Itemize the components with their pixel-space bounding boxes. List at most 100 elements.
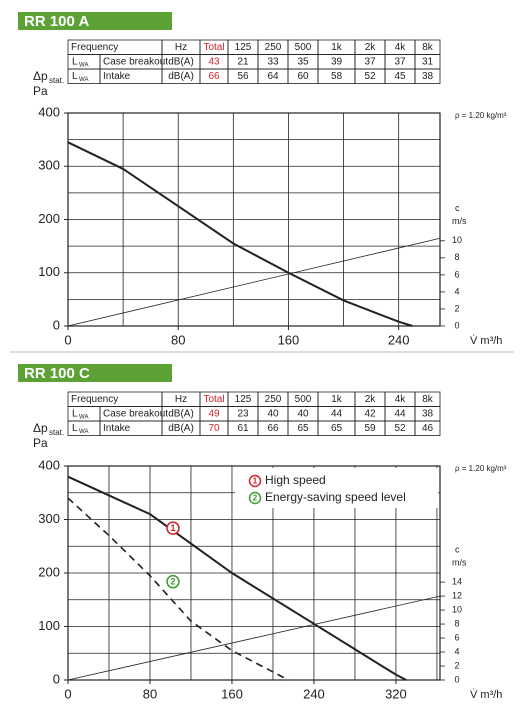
x-label: V̇ m³/h (470, 334, 502, 347)
y-unit: Pa (33, 84, 48, 98)
table-text: Total (203, 42, 224, 53)
table-text: 21 (237, 56, 249, 67)
y2-tick-label: 0 (454, 674, 459, 684)
table-text: 66 (208, 71, 220, 82)
y2-label: c (455, 544, 460, 554)
table-text: Frequency (71, 42, 118, 53)
table-text: 2k (365, 42, 377, 53)
x-tick-label: 240 (303, 686, 325, 701)
table-cell (414, 68, 441, 84)
x-tick-label: 0 (64, 686, 71, 701)
table-text: 61 (237, 423, 249, 434)
series-line (67, 595, 441, 681)
y-tick-label: 200 (38, 564, 60, 579)
y2-tick-label: 2 (454, 660, 459, 670)
x-tick-label: 80 (143, 686, 157, 701)
y2-unit: m/s (452, 557, 467, 567)
table-text: 2k (365, 394, 377, 405)
y-unit: Pa (33, 436, 48, 450)
y2-tick-label: 4 (454, 646, 459, 656)
table-text: L (72, 408, 78, 419)
table-text: 64 (267, 71, 279, 82)
x-tick-label: 0 (64, 332, 71, 347)
table-text: Frequency (71, 394, 118, 405)
table-text: 40 (267, 408, 279, 419)
legend-badge (248, 474, 262, 488)
table-subscript: WA (79, 414, 88, 420)
y-tick-label: 0 (53, 671, 60, 686)
y2-tick-label: 6 (454, 632, 459, 642)
table-text: 56 (237, 71, 249, 82)
table-subscript: WA (79, 429, 88, 435)
table-text: 4k (395, 394, 407, 405)
y2-tick-label: 10 (452, 235, 462, 245)
y2-tick-label: 8 (454, 618, 459, 628)
legend-badge-text: 2 (253, 494, 258, 503)
table-text: Intake (103, 423, 131, 434)
table-text: 38 (422, 408, 434, 419)
y-label-sub: stat. (49, 428, 64, 437)
table-text: Hz (175, 42, 187, 53)
legend-label: High speed (265, 473, 326, 487)
table-text: 35 (297, 56, 309, 67)
table-text: 125 (235, 394, 252, 405)
table-text: 65 (331, 423, 343, 434)
density-note: ρ = 1.20 kg/m³ (455, 464, 507, 473)
table-text: 37 (394, 56, 406, 67)
y2-tick-label: 12 (452, 590, 462, 600)
table-text: 39 (331, 56, 343, 67)
header-bar (18, 364, 172, 382)
table-text: dB(A) (168, 408, 194, 419)
table-text: 42 (364, 408, 376, 419)
header-title: RR 100 C (24, 365, 90, 382)
x-tick-label: 240 (388, 332, 410, 347)
y2-tick-label: 4 (454, 286, 459, 296)
series-line (67, 475, 407, 681)
y2-tick-label: 0 (454, 320, 459, 330)
y2-tick-label: 2 (454, 303, 459, 313)
table-text: 8k (422, 42, 434, 53)
table-text: 31 (422, 56, 434, 67)
table-text: 66 (267, 423, 279, 434)
legend-label: Energy-saving speed level (265, 490, 406, 504)
table-text: 23 (237, 408, 249, 419)
x-tick-label: 160 (278, 332, 300, 347)
table-text: 52 (364, 71, 376, 82)
table-text: dB(A) (168, 423, 194, 434)
table-text: 49 (208, 408, 220, 419)
legend-badge (248, 491, 262, 505)
y2-tick-label: 6 (454, 269, 459, 279)
x-tick-label: 80 (171, 332, 185, 347)
table-text: 65 (297, 423, 309, 434)
y2-tick-label: 8 (454, 252, 459, 262)
y-label: Δp (33, 421, 48, 435)
y-tick-label: 100 (38, 264, 60, 279)
table-text: 250 (265, 42, 282, 53)
table-text: Hz (175, 394, 187, 405)
x-label: V̇ m³/h (470, 688, 502, 701)
table-text: 52 (394, 423, 406, 434)
table-text: 59 (364, 423, 376, 434)
table-text: 58 (331, 71, 343, 82)
x-tick-label: 160 (221, 686, 243, 701)
table-text: 44 (394, 408, 406, 419)
table-text: 1k (331, 394, 343, 405)
table-text: 500 (295, 394, 312, 405)
y-tick-label: 400 (38, 457, 60, 472)
table-subscript: WA (79, 77, 88, 83)
table-text: Case breakout (103, 408, 168, 419)
series-line (67, 497, 289, 681)
table-cell (414, 420, 441, 436)
table-text: 70 (208, 423, 220, 434)
y2-label: c (455, 203, 460, 213)
table-text: L (72, 56, 78, 67)
table-text: 38 (422, 71, 434, 82)
table-text: dB(A) (168, 71, 194, 82)
table-subscript: WA (79, 62, 88, 68)
y-tick-label: 200 (38, 211, 60, 226)
table-text: 250 (265, 394, 282, 405)
table-text: 43 (208, 56, 220, 67)
y-tick-label: 0 (53, 317, 60, 332)
table-text: 4k (395, 42, 407, 53)
y-label: Δp (33, 69, 48, 83)
